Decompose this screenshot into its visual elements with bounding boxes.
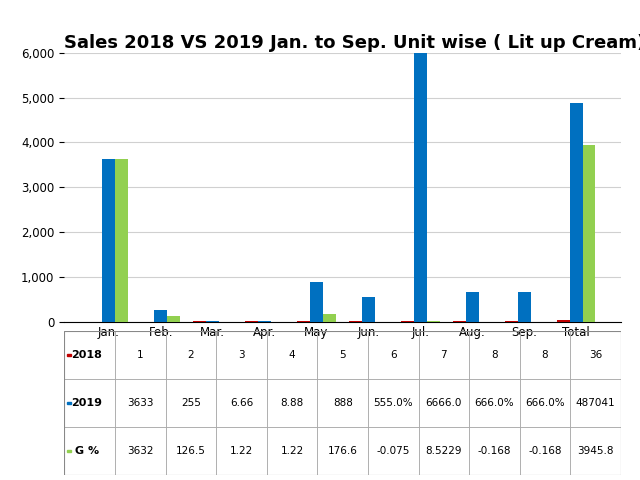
Text: 888: 888 — [333, 398, 353, 408]
Bar — [469, 379, 520, 427]
Bar — [64, 427, 115, 475]
Bar — [520, 379, 570, 427]
Bar — [419, 427, 469, 475]
Text: 3632: 3632 — [127, 446, 154, 456]
Text: 255: 255 — [181, 398, 201, 408]
Text: 3945.8: 3945.8 — [577, 446, 614, 456]
Text: 3633: 3633 — [127, 398, 154, 408]
Text: 4: 4 — [289, 350, 296, 360]
Bar — [466, 292, 479, 322]
Bar — [115, 427, 166, 475]
Text: 555.0%: 555.0% — [374, 398, 413, 408]
Bar — [64, 379, 115, 427]
Bar — [368, 427, 419, 475]
Bar — [216, 427, 267, 475]
Bar — [115, 331, 166, 379]
Bar — [166, 331, 216, 379]
Bar — [64, 331, 115, 379]
Bar — [362, 297, 375, 322]
Text: 6.66: 6.66 — [230, 398, 253, 408]
Bar — [557, 320, 570, 322]
Text: 8.5229: 8.5229 — [426, 446, 462, 456]
Bar — [216, 379, 267, 427]
Bar — [570, 103, 582, 322]
Text: 666.0%: 666.0% — [525, 398, 564, 408]
Bar — [166, 427, 216, 475]
Bar — [317, 427, 368, 475]
Bar — [267, 331, 317, 379]
Text: 8: 8 — [491, 350, 498, 360]
Text: -0.168: -0.168 — [477, 446, 511, 456]
Text: 8: 8 — [541, 350, 548, 360]
Bar — [520, 427, 570, 475]
Bar — [469, 427, 520, 475]
Bar — [419, 331, 469, 379]
Bar — [518, 292, 531, 322]
Bar — [317, 331, 368, 379]
Bar — [570, 379, 621, 427]
Text: 126.5: 126.5 — [176, 446, 206, 456]
Text: 666.0%: 666.0% — [475, 398, 514, 408]
Text: 2019: 2019 — [72, 398, 102, 408]
Text: 36: 36 — [589, 350, 602, 360]
Bar — [317, 379, 368, 427]
Bar — [154, 310, 167, 322]
Text: -0.075: -0.075 — [376, 446, 410, 456]
Text: 5: 5 — [339, 350, 346, 360]
Bar — [323, 314, 336, 322]
Text: 1.22: 1.22 — [230, 446, 253, 456]
Text: 6: 6 — [390, 350, 397, 360]
Bar — [582, 145, 595, 322]
Bar — [115, 159, 128, 322]
Bar — [115, 379, 166, 427]
Bar — [368, 331, 419, 379]
Bar — [267, 379, 317, 427]
Bar — [67, 354, 72, 356]
Bar — [469, 331, 520, 379]
Bar — [67, 402, 72, 404]
Text: 2018: 2018 — [72, 350, 102, 360]
Text: -0.168: -0.168 — [528, 446, 562, 456]
Text: G %: G % — [75, 446, 99, 456]
Bar — [419, 379, 469, 427]
Bar — [166, 379, 216, 427]
Bar — [520, 331, 570, 379]
Text: 6666.0: 6666.0 — [426, 398, 462, 408]
Bar — [102, 159, 115, 322]
Bar — [414, 53, 427, 322]
Text: 3: 3 — [238, 350, 245, 360]
Bar — [67, 450, 72, 452]
Text: 176.6: 176.6 — [328, 446, 358, 456]
Bar — [368, 379, 419, 427]
Bar — [570, 427, 621, 475]
Bar — [570, 331, 621, 379]
Text: 1.22: 1.22 — [280, 446, 304, 456]
Text: 2: 2 — [188, 350, 195, 360]
Text: Sales 2018 VS 2019 Jan. to Sep. Unit wise ( Lit up Cream): Sales 2018 VS 2019 Jan. to Sep. Unit wis… — [64, 34, 640, 51]
Bar — [310, 282, 323, 322]
Text: 1: 1 — [137, 350, 144, 360]
Bar — [216, 331, 267, 379]
Text: 7: 7 — [440, 350, 447, 360]
Bar — [267, 427, 317, 475]
Text: 8.88: 8.88 — [280, 398, 304, 408]
Text: 487041: 487041 — [576, 398, 615, 408]
Bar — [167, 316, 180, 322]
